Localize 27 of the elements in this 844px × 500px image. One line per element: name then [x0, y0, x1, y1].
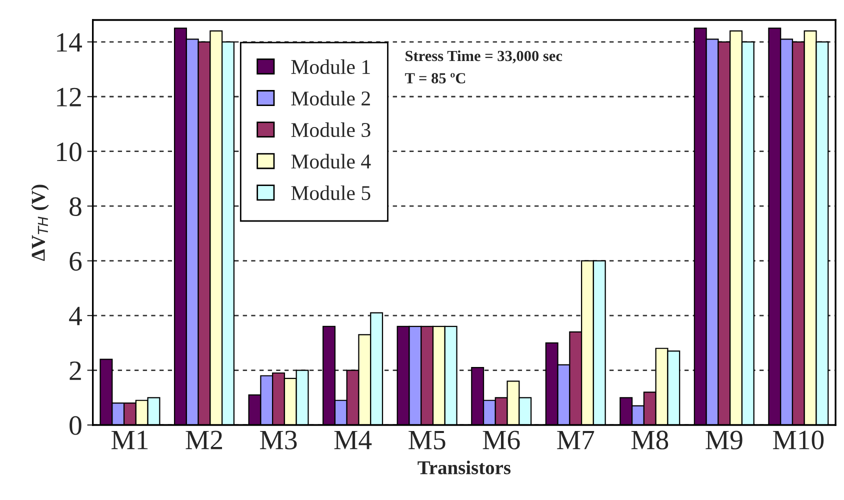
- y-axis-title: ΔV$_{TH}$ (V): [31, 184, 49, 261]
- legend-label: Module 1: [291, 59, 370, 74]
- y-tick-label: 4: [69, 306, 82, 326]
- x-tick-label: M10: [772, 430, 824, 450]
- x-axis-title: Transistors: [418, 460, 511, 474]
- x-tick-label: M3: [260, 430, 297, 450]
- x-tick-label: M4: [334, 430, 372, 450]
- x-tick-label: M2: [186, 430, 222, 450]
- x-tick-label: M7: [557, 430, 594, 450]
- legend-label: Module 2: [291, 90, 370, 106]
- legend-label: Module 4: [291, 154, 371, 169]
- annotation: T = 85 ºC: [405, 73, 466, 84]
- y-tick-label: 0: [70, 416, 82, 435]
- x-tick-label: M8: [631, 430, 668, 450]
- y-tick-label: 2: [70, 362, 81, 380]
- legend-label: Module 3: [291, 122, 370, 138]
- y-tick-label: 8: [70, 197, 82, 216]
- y-tick-label: 12: [57, 88, 81, 106]
- x-tick-label: M1: [111, 430, 148, 450]
- x-tick-label: M9: [706, 430, 742, 450]
- y-tick-label: 14: [57, 33, 82, 52]
- x-tick-label: M5: [408, 430, 446, 450]
- y-tick-label: 6: [70, 252, 82, 271]
- annotation: Stress Time = 33,000 sec: [406, 50, 562, 64]
- y-tick-label: 10: [57, 142, 82, 162]
- legend-label: Module 5: [291, 185, 370, 200]
- x-tick-label: M6: [482, 430, 520, 450]
